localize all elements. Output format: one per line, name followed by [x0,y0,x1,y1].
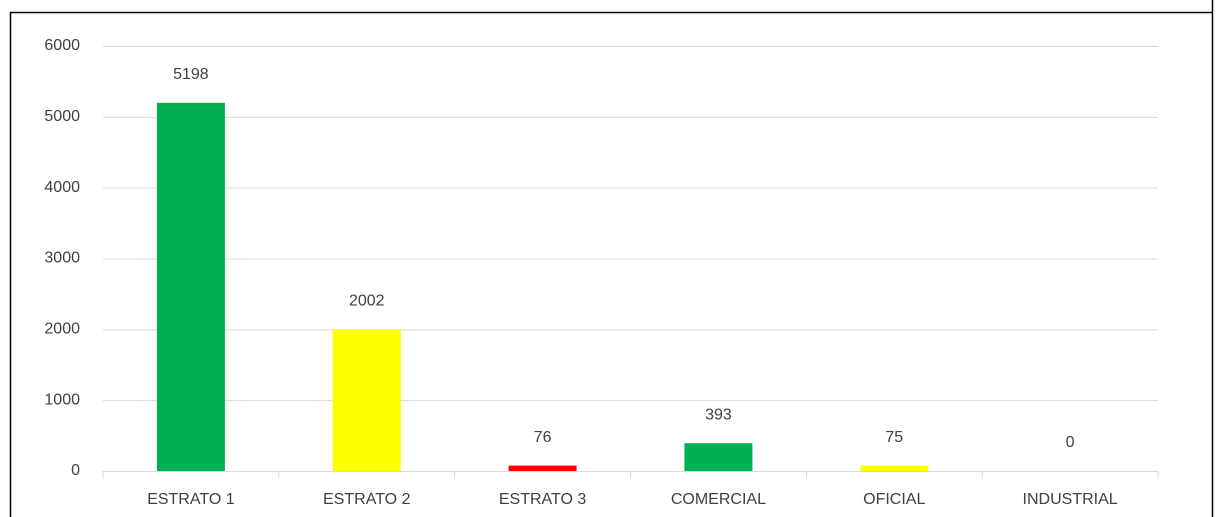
x-tick-label: COMERCIAL [671,491,766,508]
x-tick-label: ESTRATO 1 [147,491,235,508]
x-tick-label: INDUSTRIAL [1023,491,1118,508]
data-label: 393 [705,406,732,423]
y-tick-label: 4000 [44,179,80,196]
x-tick-label: ESTRATO 3 [499,491,587,508]
data-label: 76 [534,429,552,446]
bar [156,102,225,471]
y-tick-label: 1000 [44,391,80,408]
bar [860,465,929,471]
y-tick-label: 0 [71,462,80,479]
data-label: 2002 [349,292,385,309]
y-tick-label: 5000 [44,108,80,125]
y-tick-label: 3000 [44,250,80,267]
y-tick-label: 6000 [44,37,80,54]
bar [508,465,577,471]
x-tick-label: ESTRATO 2 [323,491,411,508]
data-label: 75 [885,429,903,446]
bar [684,443,753,471]
y-tick-label: 2000 [44,321,80,338]
bar [332,329,401,471]
data-label: 5198 [173,66,209,83]
x-tick-label: OFICIAL [863,491,925,508]
data-label: 0 [1066,434,1075,451]
frame [9,11,1214,517]
